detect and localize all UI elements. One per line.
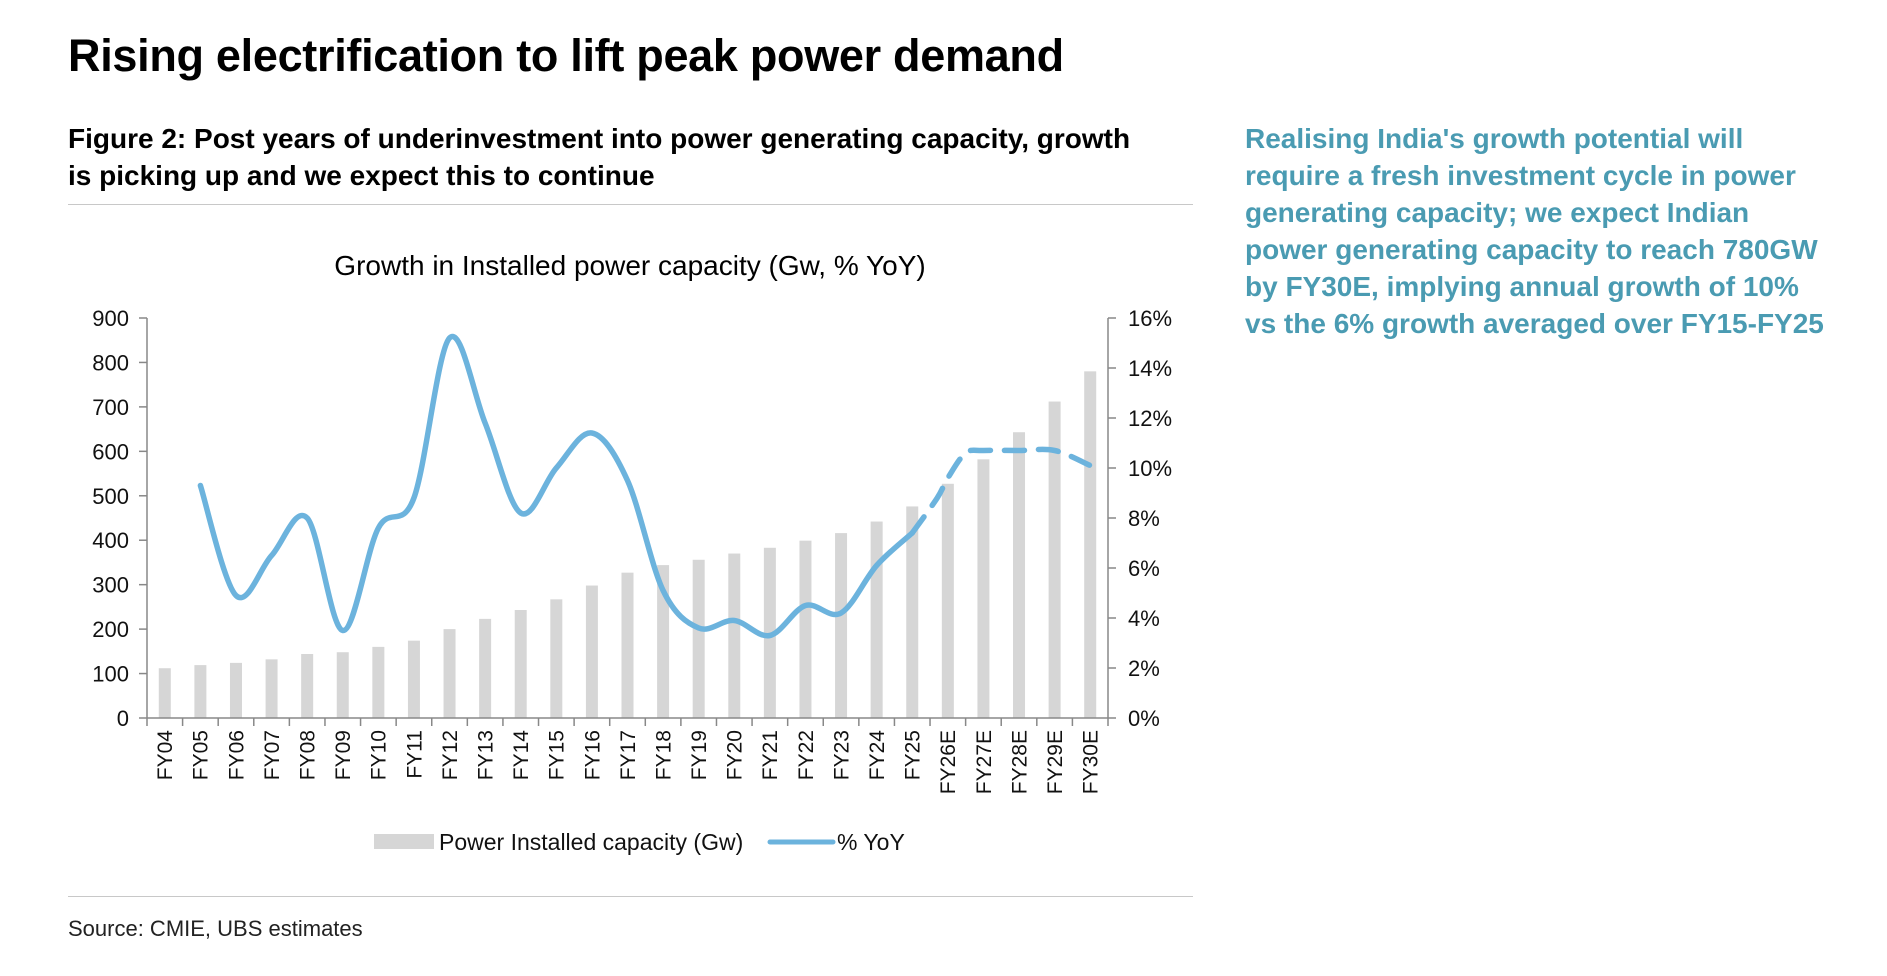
- bar-FY16: [585, 585, 598, 718]
- bar-FY04: [158, 668, 171, 718]
- bar-FY06: [229, 662, 242, 718]
- x-tick-label: FY16: [581, 730, 604, 780]
- x-tick-label: FY11: [403, 730, 426, 779]
- chart-legend: Power Installed capacity (Gw) % YoY: [374, 829, 905, 855]
- bar-FY25: [906, 506, 919, 718]
- y-right-tick-label: 16%: [1128, 306, 1172, 331]
- bar-FY18: [657, 565, 670, 718]
- x-tick-label: FY09: [332, 730, 355, 780]
- x-tick-label: FY23: [830, 730, 853, 780]
- bar-FY26E: [941, 483, 954, 718]
- page-headline: Rising electrification to lift peak powe…: [68, 30, 1064, 81]
- x-tick-label: FY25: [902, 730, 925, 780]
- bar-FY11: [407, 640, 420, 718]
- x-tick-label: FY18: [652, 730, 675, 780]
- y-left-tick-label: 700: [92, 395, 129, 420]
- bar-FY20: [728, 553, 741, 718]
- x-tick-label: FY07: [261, 730, 284, 780]
- x-tick-label: FY27E: [973, 730, 996, 794]
- bar-FY13: [479, 618, 492, 718]
- x-tick-label: FY14: [510, 730, 533, 781]
- bottom-divider: [68, 896, 1193, 897]
- bar-FY10: [372, 646, 385, 718]
- legend-line-label: % YoY: [837, 829, 905, 855]
- y-left-tick-label: 900: [92, 306, 129, 331]
- bar-FY09: [336, 652, 349, 718]
- bar-FY17: [621, 572, 634, 718]
- bar-FY27E: [977, 459, 990, 718]
- y-left-tick-label: 0: [117, 706, 129, 731]
- legend-bar-swatch: [374, 834, 434, 849]
- bar-FY22: [799, 540, 812, 718]
- sidebar-commentary: Realising India's growth potential will …: [1245, 123, 1824, 339]
- y-left-tick-label: 400: [92, 528, 129, 553]
- y-right-tick-label: 14%: [1128, 356, 1172, 381]
- y-right-tick-label: 4%: [1128, 606, 1160, 631]
- bar-FY19: [692, 559, 705, 718]
- y-right-tick-label: 2%: [1128, 656, 1160, 681]
- x-tick-label: FY13: [474, 730, 497, 780]
- bar-FY28E: [1013, 432, 1026, 718]
- y-left-tick-label: 600: [92, 439, 129, 464]
- x-tick-label: FY15: [546, 730, 569, 780]
- legend-bar-label: Power Installed capacity (Gw): [439, 829, 743, 855]
- figure-title: Figure 2: Post years of underinvestment …: [68, 123, 1131, 191]
- bar-FY30E: [1084, 371, 1097, 718]
- y-right-tick-label: 0%: [1128, 706, 1160, 731]
- y-right-tick-label: 8%: [1128, 506, 1160, 531]
- x-tick-label: FY24: [866, 730, 889, 781]
- chart-title: Growth in Installed power capacity (Gw, …: [334, 250, 925, 281]
- bar-FY08: [301, 654, 314, 718]
- x-tick-label: FY29E: [1044, 730, 1067, 794]
- y-right-tick-label: 10%: [1128, 456, 1172, 481]
- yoy-line-forecast: [909, 446, 1093, 536]
- x-tick-label: FY26E: [937, 730, 960, 794]
- bar-FY29E: [1048, 401, 1061, 718]
- x-tick-label: FY08: [297, 730, 320, 780]
- y-right-tick-label: 6%: [1128, 556, 1160, 581]
- y-left-tick-label: 100: [92, 662, 129, 687]
- x-tick-label: FY04: [154, 730, 177, 781]
- x-tick-label: FY30E: [1080, 730, 1103, 794]
- bar-FY24: [870, 521, 883, 718]
- x-tick-label: FY06: [225, 730, 248, 780]
- x-tick-label: FY10: [368, 730, 391, 780]
- x-tick-label: FY28E: [1008, 730, 1031, 794]
- x-tick-label: FY21: [759, 730, 782, 780]
- x-tick-label: FY12: [439, 730, 462, 780]
- bar-FY07: [265, 659, 278, 718]
- y-left-tick-label: 500: [92, 484, 129, 509]
- y-left-tick-label: 200: [92, 617, 129, 642]
- yoy-line-actual: [197, 333, 915, 639]
- bar-FY12: [443, 629, 456, 718]
- bar-FY05: [194, 665, 207, 718]
- bar-FY23: [835, 533, 848, 718]
- y-left-tick-label: 800: [92, 350, 129, 375]
- x-tick-label: FY20: [724, 730, 747, 780]
- source-note: Source: CMIE, UBS estimates: [68, 916, 363, 941]
- x-tick-label: FY19: [688, 730, 711, 780]
- x-tick-label: FY05: [190, 730, 213, 780]
- x-tick-label: FY22: [795, 730, 818, 780]
- bar-FY15: [550, 599, 563, 718]
- y-left-tick-label: 300: [92, 573, 129, 598]
- x-tick-label: FY17: [617, 730, 640, 780]
- y-right-tick-label: 12%: [1128, 406, 1172, 431]
- bar-FY14: [514, 610, 527, 718]
- top-divider: [68, 204, 1193, 205]
